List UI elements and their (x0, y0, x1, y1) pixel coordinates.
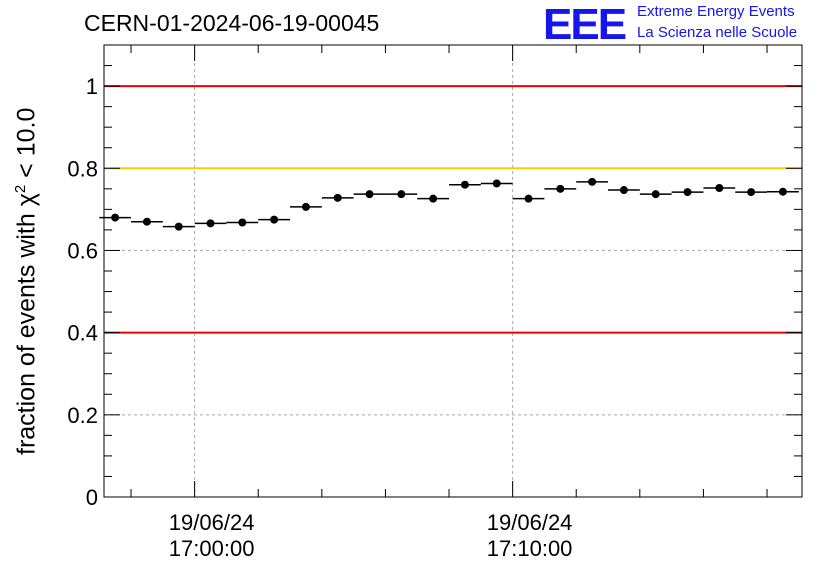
data-point (651, 190, 660, 199)
data-point (747, 188, 756, 197)
y-tick-label: 1 (86, 74, 98, 99)
data-point (206, 219, 215, 228)
data-points (99, 177, 799, 231)
data-point (301, 202, 310, 211)
eee-logo-mark: EEE (543, 0, 627, 49)
reference-lines (104, 85, 802, 334)
y-tick-label: 0 (86, 485, 98, 510)
x-tick-date: 19/06/24 (486, 510, 573, 535)
x-tick-date: 19/06/24 (168, 510, 255, 535)
x-tick-time: 17:00:00 (168, 536, 255, 561)
data-point (492, 179, 501, 188)
data-point (429, 194, 438, 203)
logo-line-1: Extreme Energy Events (637, 3, 795, 20)
data-point (524, 194, 533, 203)
data-point (588, 177, 597, 186)
grid-lines (104, 45, 802, 498)
x-tick-label: 19/06/24 17:10:00 (450, 510, 610, 562)
data-point (619, 186, 628, 195)
data-point (111, 213, 120, 222)
data-point (174, 222, 183, 231)
y-tick-label: 0.2 (67, 403, 98, 428)
data-point (715, 183, 724, 192)
chart-title: CERN-01-2024-06-19-00045 (84, 10, 380, 36)
logo-line-2: La Scienza nelle Scuole (637, 24, 798, 41)
x-tick-time: 17:10:00 (486, 536, 573, 561)
y-tick-label: 0.8 (67, 156, 98, 181)
plot-frame (103, 44, 803, 498)
data-point (142, 217, 151, 226)
data-point (683, 188, 692, 197)
y-tick-label: 0.6 (67, 238, 98, 263)
data-point (460, 180, 469, 189)
data-point (333, 193, 342, 202)
data-point (270, 215, 279, 224)
data-point (778, 187, 787, 196)
axis-ticks: 0 0.2 0.4 0.6 0.8 1 (67, 44, 802, 510)
data-point (365, 190, 374, 199)
y-axis-label: fraction of events with χ2 < 10.0 (12, 107, 41, 455)
data-point (238, 218, 247, 227)
data-point (556, 184, 565, 193)
y-tick-label: 0.4 (67, 321, 98, 346)
x-tick-label: 19/06/24 17:00:00 (132, 510, 292, 562)
data-point (397, 190, 406, 199)
